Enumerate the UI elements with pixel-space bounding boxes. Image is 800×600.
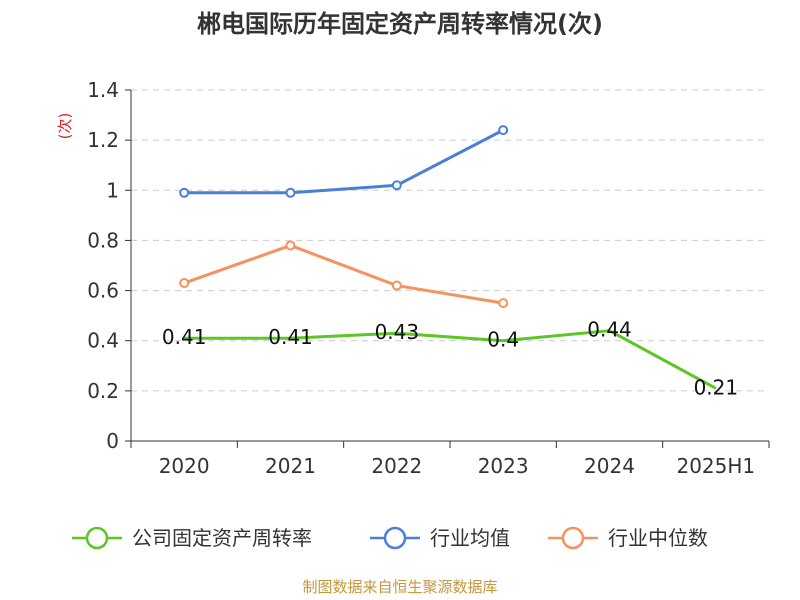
y-tick-label: 1.4 [87, 78, 119, 102]
grid-lines [131, 89, 769, 392]
data-point [179, 278, 190, 289]
y-tick-label: 0.2 [87, 379, 119, 403]
legend-label: 行业中位数 [608, 526, 708, 550]
data-label: 0.21 [694, 375, 739, 399]
data-point [391, 180, 402, 191]
data-point [498, 298, 509, 309]
data-point [498, 125, 509, 136]
legend-marker [85, 526, 109, 550]
series-line [183, 243, 504, 305]
x-tick-label: 2023 [478, 454, 529, 478]
data-label: 0.41 [162, 325, 207, 349]
y-tick-label: 0 [106, 429, 119, 453]
chart-title: 郴电国际历年固定资产周转率情况(次) [197, 10, 603, 38]
x-tick-label: 2021 [265, 454, 316, 478]
data-point [285, 240, 296, 251]
data-point [391, 280, 402, 291]
y-tick-label: 0.4 [87, 329, 119, 353]
data-label: 0.41 [268, 325, 313, 349]
y-tick-label: 1 [106, 178, 119, 202]
data-label: 0.44 [587, 318, 632, 342]
series-line [184, 329, 717, 390]
y-axis-unit: (次) [56, 113, 74, 140]
data-point [285, 187, 296, 198]
x-tick-label: 2024 [584, 454, 635, 478]
data-label: 0.4 [487, 328, 519, 352]
legend-label: 行业均值 [430, 526, 510, 550]
y-tick-label: 0.6 [87, 279, 119, 303]
axes: 0 0.2 0.4 0.6 0.8 1 1.2 1.4 2020 2021 2022 2023 2024… [87, 78, 770, 478]
legend: 公司固定资产周转率 行业均值 行业中位数 [72, 526, 708, 550]
source-note: 制图数据来自恒生聚源数据库 [302, 578, 497, 596]
data-labels: 0.41 0.41 0.43 0.4 0.44 0.21 [162, 318, 738, 400]
series-lines [179, 125, 717, 390]
y-tick-label: 1.2 [87, 128, 119, 152]
x-tick-label: 2020 [159, 454, 210, 478]
legend-label: 公司固定资产周转率 [132, 526, 312, 550]
x-tick-label: 2025H1 [676, 454, 755, 478]
legend-marker [383, 526, 407, 550]
y-tick-label: 0.8 [87, 228, 119, 252]
data-point [179, 187, 190, 198]
series-line [184, 128, 504, 195]
x-tick-label: 2022 [371, 454, 422, 478]
data-label: 0.43 [375, 320, 420, 344]
legend-marker [561, 526, 585, 550]
